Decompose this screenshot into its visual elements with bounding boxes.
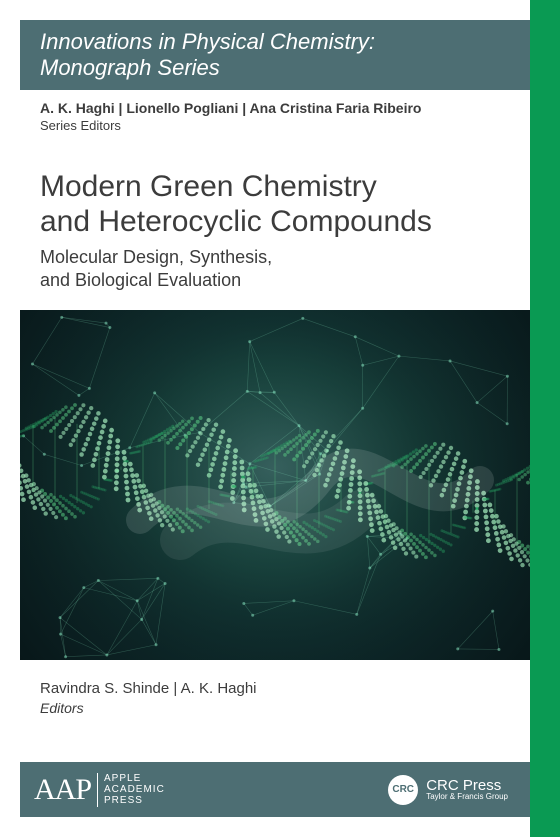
aap-logo: AAP	[34, 773, 91, 807]
subtitle-line-1: Molecular Design, Synthesis,	[40, 246, 272, 269]
series-editors-label: Series Editors	[40, 118, 121, 133]
volume-editors: Ravindra S. Shinde | A. K. Haghi	[40, 680, 257, 697]
volume-editors-label: Editors	[40, 700, 84, 716]
crc-sub: Taylor & Francis Group	[426, 793, 508, 801]
series-header: Innovations in Physical Chemistry: Monog…	[20, 20, 530, 90]
cover-artwork	[20, 310, 530, 660]
aap-text: APPLE ACADEMIC PRESS	[104, 773, 165, 806]
aap-publisher-block: AAP APPLE ACADEMIC PRESS	[34, 773, 165, 807]
aap-line1: APPLE	[104, 773, 141, 784]
series-line-2: Monograph Series	[40, 55, 530, 81]
crc-text: CRC Press Taylor & Francis Group	[426, 778, 508, 801]
series-editors: A. K. Haghi | Lionello Pogliani | Ana Cr…	[40, 100, 421, 116]
subtitle-line-2: and Biological Evaluation	[40, 269, 272, 292]
title-line-1: Modern Green Chemistry	[40, 170, 432, 205]
book-title: Modern Green Chemistry and Heterocyclic …	[40, 170, 432, 239]
book-cover: Innovations in Physical Chemistry: Monog…	[0, 0, 560, 837]
right-accent-strip	[530, 0, 560, 837]
aap-divider	[97, 773, 98, 807]
publisher-footer: AAP APPLE ACADEMIC PRESS CRC CRC Press T…	[20, 762, 530, 817]
book-subtitle: Molecular Design, Synthesis, and Biologi…	[40, 246, 272, 293]
crc-circle-icon: CRC	[388, 775, 418, 805]
aap-line3: PRESS	[104, 795, 143, 806]
crc-publisher-block: CRC CRC Press Taylor & Francis Group	[388, 775, 508, 805]
series-line-1: Innovations in Physical Chemistry:	[40, 29, 530, 55]
title-line-2: and Heterocyclic Compounds	[40, 205, 432, 240]
aap-line2: ACADEMIC	[104, 784, 165, 795]
helix-illustration	[20, 310, 530, 660]
